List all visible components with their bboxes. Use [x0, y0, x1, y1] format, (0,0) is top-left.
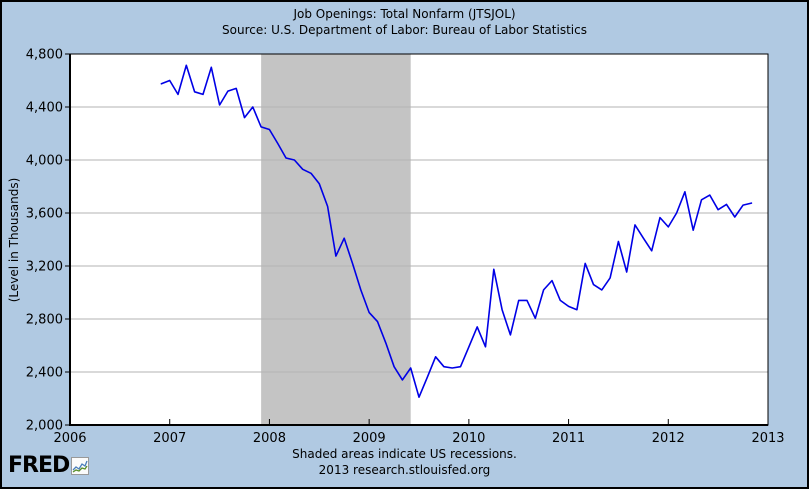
x-tick-label: 2006 — [53, 431, 86, 446]
y-tick-label: 2,000 — [26, 419, 63, 434]
x-tick-label: 2007 — [153, 431, 186, 446]
fred-logo-text: FRED — [8, 453, 70, 478]
y-tick-label: 4,800 — [26, 48, 63, 63]
recession-note: Shaded areas indicate US recessions. — [292, 447, 517, 461]
site-credit: 2013 research.stlouisfed.org — [318, 463, 491, 477]
plot-area — [70, 54, 768, 425]
y-tick-label: 3,600 — [26, 207, 63, 222]
y-tick-label: 4,400 — [26, 101, 63, 116]
data-line-job-openings — [160, 64, 753, 399]
x-tick-label: 2011 — [552, 431, 585, 446]
y-tick-label: 2,400 — [26, 366, 63, 381]
x-tick-label: 2008 — [253, 431, 286, 446]
y-tick-label: 3,200 — [26, 260, 63, 275]
x-tick-label: 2010 — [452, 431, 485, 446]
x-tick-label: 2012 — [652, 431, 685, 446]
x-tick-label: 2009 — [353, 431, 386, 446]
chart-title: Job Openings: Total Nonfarm (JTSJOL) — [293, 7, 516, 21]
recession-band — [261, 54, 411, 425]
x-tick-label: 2013 — [751, 431, 784, 446]
y-tick-label: 4,000 — [26, 154, 63, 169]
chart-subtitle: Source: U.S. Department of Labor: Bureau… — [222, 23, 587, 37]
mini-line-chart-icon — [71, 457, 90, 475]
fred-logo: FRED — [8, 453, 90, 479]
y-tick-label: 2,800 — [26, 313, 63, 328]
